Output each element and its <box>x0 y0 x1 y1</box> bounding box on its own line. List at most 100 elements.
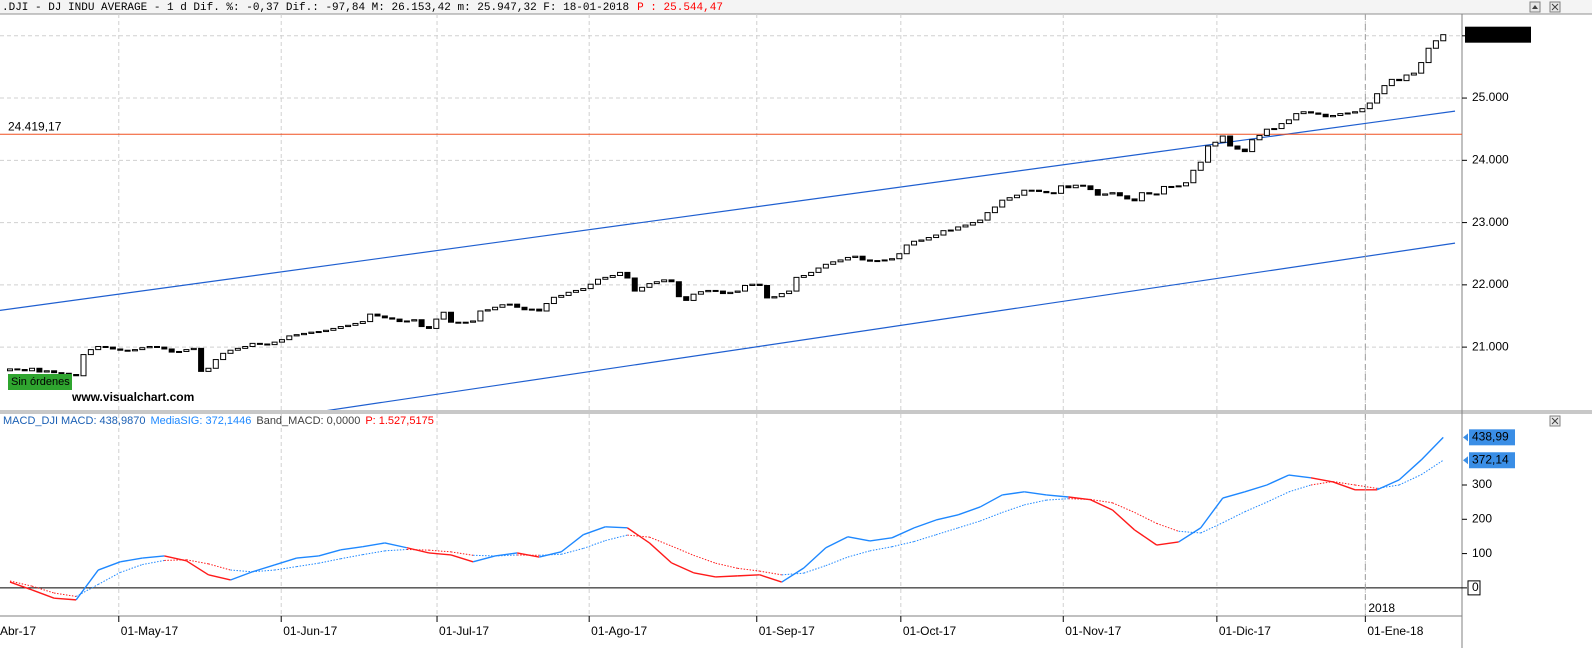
signal-segment <box>693 554 716 564</box>
candle <box>719 290 726 295</box>
candle <box>389 317 396 320</box>
macd-segment <box>1068 496 1091 501</box>
y-tick-label: 300 <box>1472 477 1492 491</box>
candle <box>1227 135 1234 147</box>
candle <box>536 308 543 312</box>
candle <box>903 244 910 255</box>
candle <box>815 267 822 273</box>
macd-segment <box>759 574 782 583</box>
candle <box>220 352 227 361</box>
y-tick-label: 0 <box>1472 580 1479 594</box>
candle <box>1050 192 1057 195</box>
macd-segment <box>142 555 165 559</box>
signal-segment <box>450 551 474 556</box>
candle <box>1153 193 1160 196</box>
signal-segment <box>120 564 143 573</box>
macd-segment <box>891 527 915 539</box>
candle <box>418 319 425 328</box>
candle <box>528 308 535 311</box>
candle <box>330 327 337 331</box>
signal-segment <box>318 558 341 564</box>
candle <box>683 296 690 301</box>
candle <box>1234 145 1241 150</box>
candle <box>940 230 947 236</box>
candle <box>947 229 954 232</box>
candle <box>602 276 609 280</box>
candle <box>911 240 918 246</box>
candle <box>558 294 565 298</box>
candle <box>1315 112 1322 115</box>
signal-segment <box>781 572 804 576</box>
orders-label: Sin órdenes <box>11 376 70 388</box>
candle <box>455 321 462 324</box>
signal-segment <box>384 548 407 552</box>
candle <box>87 349 94 356</box>
macd-segment <box>1398 459 1422 481</box>
signal-segment <box>142 559 165 566</box>
y-tick-label: 21.000 <box>1472 339 1509 353</box>
candle <box>617 271 624 277</box>
signal-segment <box>362 550 385 556</box>
macd-segment <box>605 526 628 529</box>
macd-segment <box>274 557 297 566</box>
macd-segment <box>362 542 385 548</box>
candle <box>411 319 418 322</box>
candle <box>374 313 381 317</box>
candle <box>756 283 763 286</box>
candle <box>477 310 484 322</box>
signal-segment <box>1398 474 1422 486</box>
candle <box>1381 85 1388 95</box>
candle <box>690 293 697 301</box>
candle <box>153 345 160 348</box>
candle <box>1271 128 1278 131</box>
candle <box>580 288 587 291</box>
macd-segment <box>1002 491 1025 496</box>
candle <box>653 281 660 285</box>
signal-segment <box>97 572 121 585</box>
candle <box>1109 192 1116 195</box>
candle <box>1425 47 1432 64</box>
candle <box>396 318 403 323</box>
macd-segment <box>208 574 231 581</box>
signal-segment <box>825 556 849 567</box>
candle <box>492 306 499 311</box>
signal-segment <box>605 534 628 542</box>
macd-segment <box>406 547 430 554</box>
macd-segment <box>1222 491 1245 499</box>
candle <box>565 291 572 296</box>
macd-segment <box>671 562 694 574</box>
candle <box>337 326 344 329</box>
macd-segment <box>560 534 584 553</box>
candle <box>808 271 815 277</box>
candle <box>800 275 807 278</box>
candle <box>124 349 131 352</box>
signal-segment <box>1332 481 1356 486</box>
candle <box>1205 145 1212 163</box>
candle <box>742 284 749 292</box>
signal-segment <box>715 562 738 569</box>
year-label: 2018 <box>1368 601 1395 615</box>
candle <box>95 345 102 351</box>
candle <box>447 311 454 323</box>
signal-segment <box>1002 504 1025 513</box>
signal-segment <box>1420 459 1444 476</box>
macd-segment <box>1288 474 1312 479</box>
macd-segment <box>252 564 275 573</box>
candle <box>1374 93 1381 104</box>
candle <box>300 332 307 336</box>
macd-segment <box>296 555 319 559</box>
value-box <box>1469 429 1515 446</box>
y-tick-label: 23.000 <box>1472 215 1509 229</box>
candle <box>308 331 315 334</box>
value-label: 438,99 <box>1472 429 1509 443</box>
candle <box>668 279 675 283</box>
signal-segment <box>935 527 959 536</box>
macd-segment <box>186 560 209 576</box>
candle <box>271 341 278 346</box>
signal-segment <box>208 563 231 571</box>
candle <box>1021 189 1028 196</box>
candle <box>1058 185 1065 194</box>
panel-separator <box>0 410 1592 414</box>
candle <box>587 283 594 290</box>
